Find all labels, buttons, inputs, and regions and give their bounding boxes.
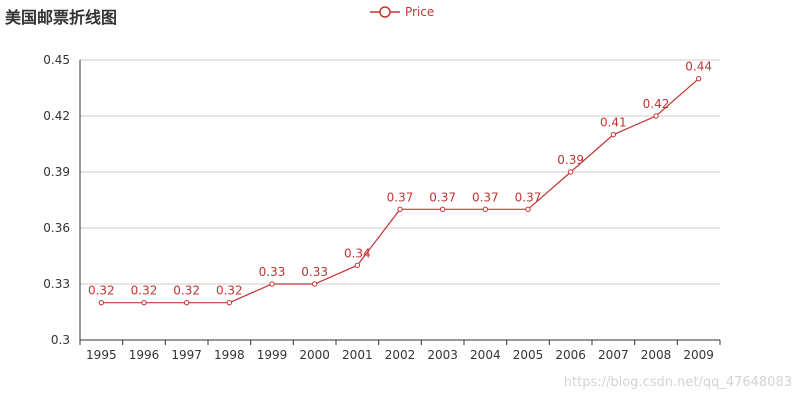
data-label: 0.42 bbox=[643, 97, 670, 111]
y-tick-label: 0.39 bbox=[43, 165, 70, 179]
x-tick-label: 2007 bbox=[598, 348, 629, 362]
data-label: 0.32 bbox=[173, 284, 200, 298]
data-label: 0.44 bbox=[685, 60, 712, 74]
data-point bbox=[311, 281, 318, 287]
data-label: 0.41 bbox=[600, 116, 627, 130]
x-tick-label: 2004 bbox=[470, 348, 501, 362]
data-point bbox=[183, 299, 190, 306]
data-point bbox=[695, 75, 702, 82]
x-tick-label: 2003 bbox=[427, 348, 458, 362]
y-tick-label: 0.45 bbox=[43, 53, 70, 67]
x-tick-label: 2002 bbox=[385, 348, 416, 362]
x-tick-label: 2009 bbox=[683, 348, 714, 362]
y-tick-label: 0.3 bbox=[51, 333, 70, 347]
x-tick-label: 2000 bbox=[299, 348, 330, 362]
data-point bbox=[525, 206, 531, 213]
data-point bbox=[226, 299, 233, 306]
data-point bbox=[482, 206, 489, 213]
x-tick-label: 2001 bbox=[342, 348, 373, 362]
x-tick-label: 1996 bbox=[129, 348, 160, 362]
line-circle-icon bbox=[370, 6, 400, 18]
data-point bbox=[141, 299, 147, 306]
chart-title: 美国邮票折线图 bbox=[5, 8, 118, 27]
data-label: 0.37 bbox=[387, 190, 414, 204]
x-tick-label: 1995 bbox=[86, 348, 117, 362]
data-label: 0.37 bbox=[472, 190, 499, 204]
x-tick-label: 2005 bbox=[513, 348, 544, 362]
x-tick-label: 1999 bbox=[257, 348, 288, 362]
data-label: 0.32 bbox=[131, 284, 158, 298]
data-label: 0.37 bbox=[515, 190, 542, 204]
data-point bbox=[610, 131, 617, 138]
data-point bbox=[653, 113, 659, 119]
y-tick-label: 0.42 bbox=[43, 109, 70, 123]
data-point bbox=[269, 281, 275, 287]
legend[interactable]: Price bbox=[370, 3, 434, 21]
data-point bbox=[439, 206, 446, 213]
data-label: 0.34 bbox=[344, 246, 371, 260]
x-tick-label: 2008 bbox=[641, 348, 672, 362]
x-tick-label: 1997 bbox=[171, 348, 202, 362]
x-tick-label: 2006 bbox=[555, 348, 586, 362]
legend-label: Price bbox=[405, 5, 435, 19]
data-point bbox=[397, 206, 403, 213]
data-label: 0.37 bbox=[429, 190, 456, 204]
data-label: 0.39 bbox=[557, 153, 584, 167]
data-label: 0.33 bbox=[259, 265, 286, 279]
data-label: 0.32 bbox=[88, 284, 115, 298]
x-tick-label: 1998 bbox=[214, 348, 245, 362]
y-tick-label: 0.36 bbox=[43, 221, 70, 235]
data-point bbox=[354, 262, 361, 269]
data-label: 0.32 bbox=[216, 284, 243, 298]
data-point bbox=[567, 169, 574, 175]
y-tick-label: 0.33 bbox=[43, 277, 70, 291]
watermark: https://blog.csdn.net/qq_47648083 bbox=[563, 375, 792, 390]
data-label: 0.33 bbox=[301, 265, 328, 279]
data-point bbox=[98, 299, 105, 306]
